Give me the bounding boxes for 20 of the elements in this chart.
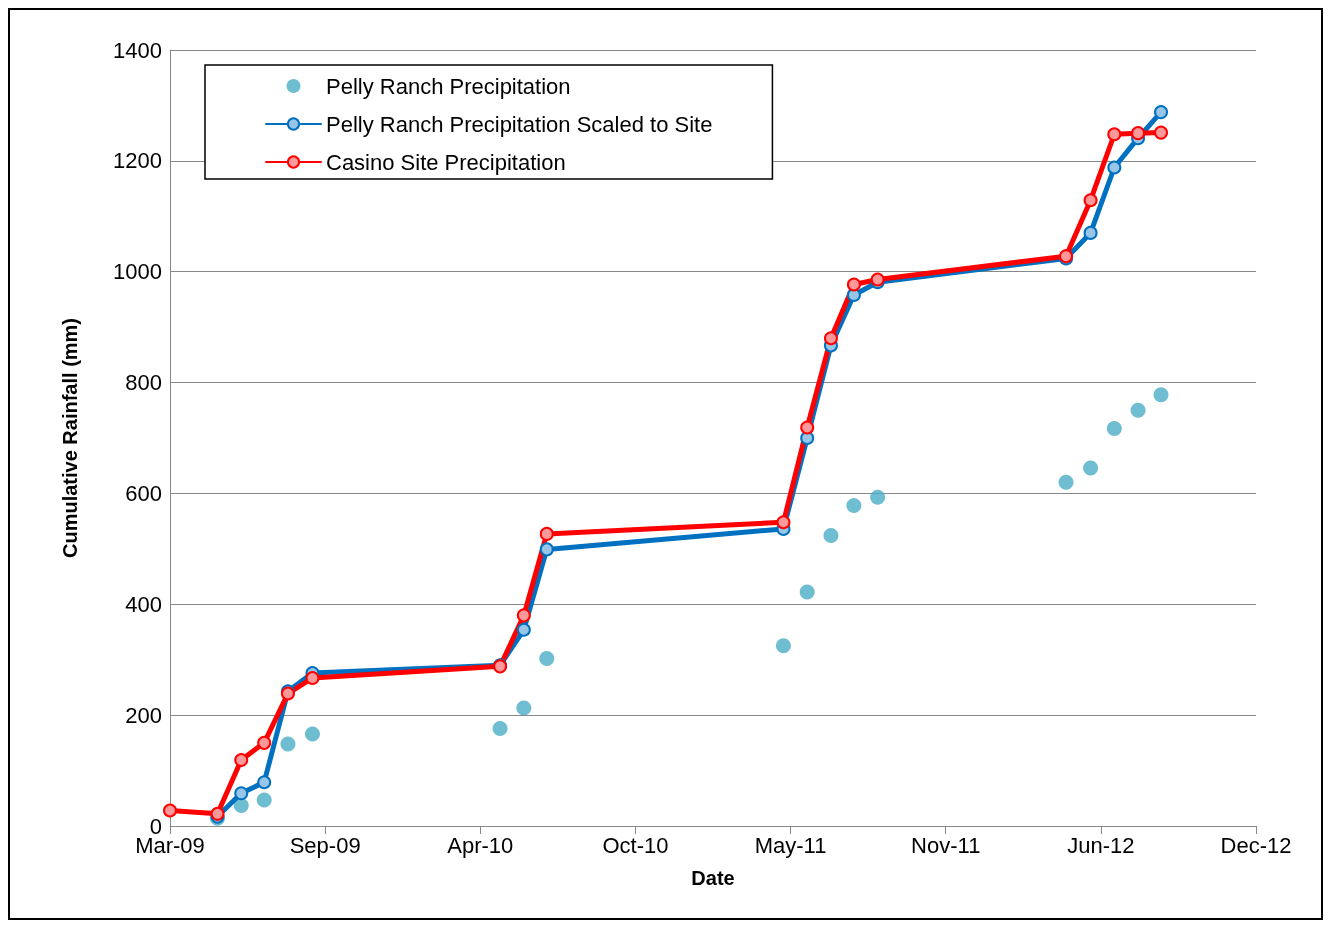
x-tick-label: Nov-11 [911,832,981,858]
x-tick-label: Apr-10 [447,832,514,858]
x-tick-label: Sep-09 [289,832,361,858]
y-tick-label: 1000 [113,259,162,285]
y-tick-label: 400 [125,591,162,617]
legend-label: Casino Site Precipitation [326,149,566,175]
y-tick-label: 200 [125,702,162,728]
x-tick-label: Jun-12 [1067,832,1135,858]
y-tick-label: 1400 [113,37,162,63]
x-axis-title: Date [691,867,735,889]
legend-label: Pelly Ranch Precipitation Scaled to Site [326,111,713,137]
x-tick-label: May-11 [754,832,827,858]
x-tick-label: Dec-12 [1220,832,1292,858]
y-tick-label: 0 [149,813,162,839]
y-tick-label: 1200 [113,148,162,174]
y-axis-title: Cumulative Rainfall (mm) [59,317,81,559]
y-tick-label: 600 [125,480,162,506]
y-tick-label: 800 [125,370,162,396]
legend-label: Pelly Ranch Precipitation [326,73,571,99]
x-tick-label: Oct-10 [602,832,669,858]
